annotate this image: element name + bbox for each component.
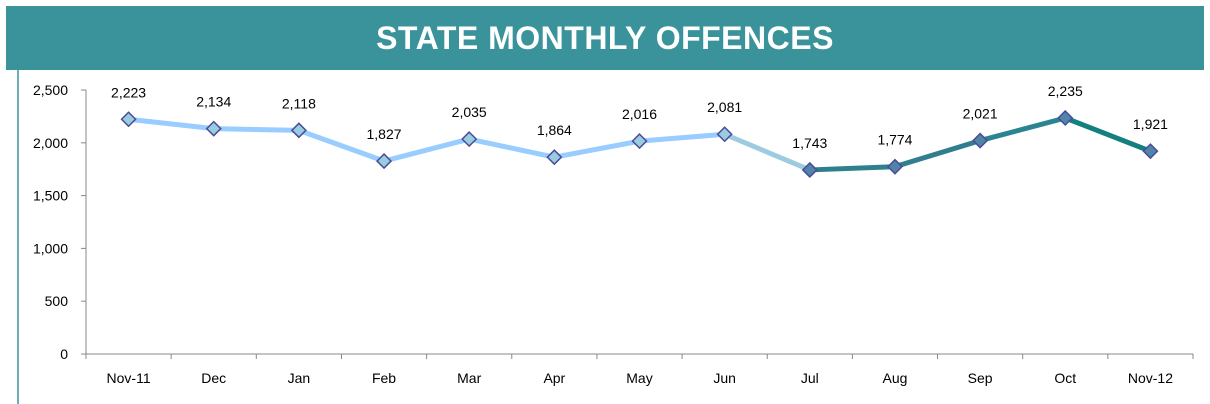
marker <box>290 122 307 139</box>
data-label: 1,921 <box>1133 116 1168 132</box>
header: STATE MONTHLY OFFENCES <box>6 6 1204 70</box>
marker <box>716 126 733 143</box>
marker <box>631 133 648 150</box>
y-tick-label: 0 <box>60 346 68 362</box>
data-label: 2,134 <box>196 94 231 110</box>
x-tick-label: Sep <box>968 370 993 386</box>
y-tick-label: 2,000 <box>33 135 68 151</box>
y-tick-label: 2,500 <box>33 82 68 98</box>
x-tick-label: Feb <box>372 370 396 386</box>
x-tick-label: Nov-11 <box>107 370 151 386</box>
x-tick-label: Jan <box>288 370 311 386</box>
line-segment <box>466 136 557 160</box>
x-tick-label: May <box>626 370 652 386</box>
line-segment <box>892 138 983 170</box>
data-label: 2,081 <box>707 99 742 115</box>
x-tick-label: Aug <box>883 370 908 386</box>
y-tick-label: 1,500 <box>33 188 68 204</box>
line-segment <box>551 138 642 160</box>
marker <box>375 153 393 170</box>
line-segment <box>126 116 217 132</box>
data-label: 2,035 <box>452 104 487 120</box>
line-segment <box>1062 115 1153 154</box>
line-segment <box>722 131 813 173</box>
marker <box>546 149 563 166</box>
x-tick-label: Apr <box>543 370 565 386</box>
x-tick-label: Jul <box>801 370 819 386</box>
line-segment <box>211 126 302 133</box>
y-tick-label: 500 <box>45 293 69 309</box>
x-tick-label: Nov-12 <box>1128 370 1173 386</box>
line-segment <box>977 115 1068 144</box>
data-label: 2,235 <box>1048 83 1083 99</box>
marker <box>886 158 904 175</box>
data-label: 2,223 <box>111 84 146 100</box>
marker <box>1057 109 1074 127</box>
chart-title: STATE MONTHLY OFFENCES <box>376 19 834 56</box>
line-segment <box>296 127 387 164</box>
x-tick-label: Dec <box>201 370 226 386</box>
marker <box>120 111 137 128</box>
y-tick-label: 1,000 <box>33 240 68 256</box>
data-label: 2,021 <box>963 106 998 122</box>
data-label: 2,016 <box>622 106 657 122</box>
data-label: 1,774 <box>877 132 912 148</box>
x-tick-label: Mar <box>457 370 481 386</box>
data-label: 2,118 <box>282 95 316 111</box>
x-tick-label: Jun <box>713 370 736 386</box>
data-label: 1,827 <box>367 126 402 142</box>
marker <box>1142 143 1159 160</box>
line-segment <box>807 164 898 173</box>
data-label: 1,864 <box>537 122 572 138</box>
line-segment <box>637 131 728 144</box>
data-label: 1,743 <box>792 135 827 151</box>
marker <box>801 161 818 178</box>
x-tick-label: Oct <box>1054 370 1076 386</box>
marker <box>205 120 222 137</box>
line-segment <box>381 136 472 164</box>
marker <box>461 131 478 148</box>
marker <box>972 132 989 149</box>
